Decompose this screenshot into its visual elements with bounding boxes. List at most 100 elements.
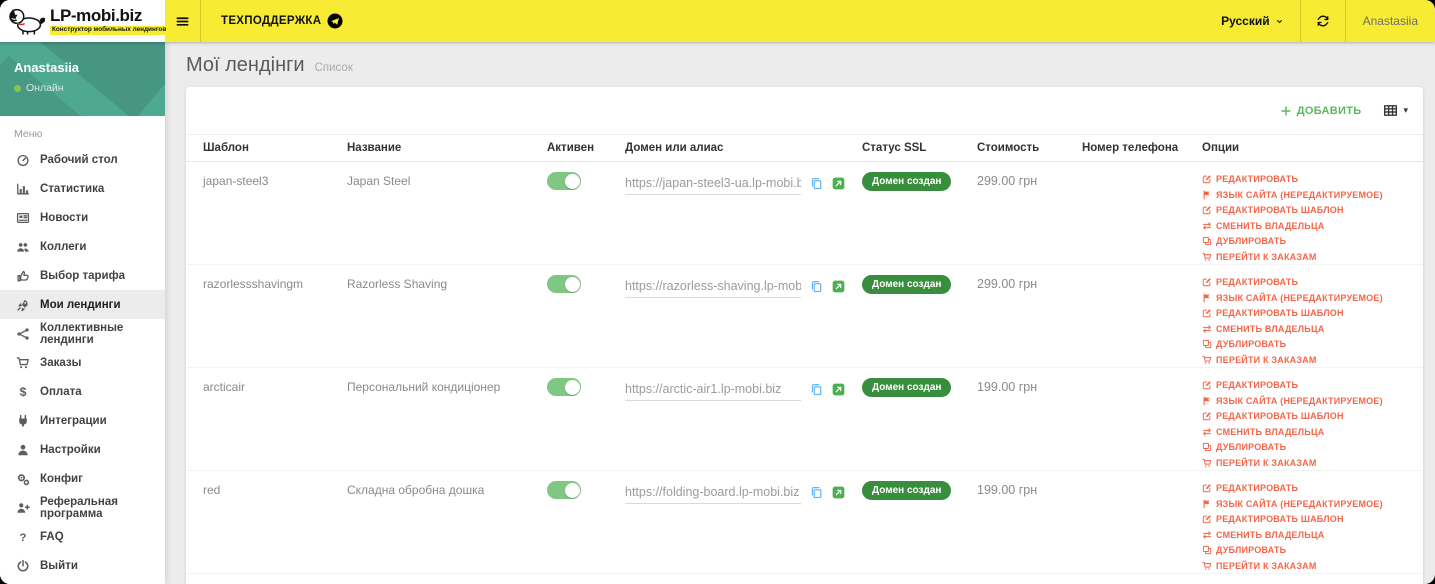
telegram-icon: [327, 13, 343, 29]
sidebar-item-collective-landings[interactable]: Коллективные лендинги: [0, 319, 165, 348]
cart-icon: [1202, 355, 1212, 365]
copy-domain-button[interactable]: [810, 486, 823, 499]
active-toggle[interactable]: [547, 378, 581, 396]
option-link-label: ЯЗЫК САЙТА (НЕРЕДАКТИРУЕМОЕ): [1216, 189, 1383, 200]
option-link[interactable]: СМЕНИТЬ ВЛАДЕЛЬЦА: [1202, 220, 1324, 232]
cell-name: Складна обробна дошка: [347, 483, 485, 497]
option-link[interactable]: РЕДАКТИРОВАТЬ ШАБЛОН: [1202, 307, 1344, 319]
sidebar-item-dashboard[interactable]: Рабочий стол: [0, 145, 165, 174]
option-link[interactable]: ЯЗЫК САЙТА (НЕРЕДАКТИРУЕМОЕ): [1202, 498, 1383, 510]
cell-domain: [621, 368, 858, 470]
open-site-button[interactable]: [832, 177, 845, 190]
option-link[interactable]: СМЕНИТЬ ВЛАДЕЛЬЦА: [1202, 323, 1324, 335]
logo-dog-icon: [7, 6, 45, 36]
refresh-button[interactable]: [1299, 0, 1346, 42]
option-link[interactable]: ЯЗЫК САЙТА (НЕРЕДАКТИРУЕМОЕ): [1202, 292, 1383, 304]
sidebar-item-orders[interactable]: Заказы: [0, 348, 165, 377]
option-link[interactable]: ДУБЛИРОВАТЬ: [1202, 544, 1286, 556]
option-link[interactable]: СМЕНИТЬ ВЛАДЕЛЬЦА: [1202, 426, 1324, 438]
page-subtitle: Список: [314, 62, 353, 74]
add-button-label: ДОБАВИТЬ: [1296, 104, 1362, 117]
table-row: japan-steel3 Japan Steel Домен создан 299.0…: [186, 162, 1423, 265]
sidebar-item-tariff[interactable]: Выбор тарифа: [0, 261, 165, 290]
cell-options: РЕДАКТИРОВАТЬ ЯЗЫК САЙТА (НЕРЕДАКТИРУЕМОЕ…: [1198, 471, 1410, 573]
edit-icon: [1202, 174, 1212, 184]
online-status-label: Онлайн: [26, 82, 64, 94]
copy-domain-button[interactable]: [810, 280, 823, 293]
option-link[interactable]: ЯЗЫК САЙТА (НЕРЕДАКТИРУЕМОЕ): [1202, 189, 1383, 201]
sidebar-item-settings[interactable]: Настройки: [0, 435, 165, 464]
column-header: Шаблон: [203, 142, 249, 154]
sidebar-item-colleagues[interactable]: Коллеги: [0, 232, 165, 261]
duplicate-icon: [1202, 442, 1212, 452]
sidebar-item-my-landings[interactable]: Мои лендинги: [0, 290, 165, 319]
table-header-row: Шаблон Название Активен Домен или алиас Стат…: [186, 134, 1423, 162]
option-link[interactable]: РЕДАКТИРОВАТЬ ШАБЛОН: [1202, 513, 1344, 525]
active-toggle[interactable]: [547, 172, 581, 190]
open-site-button[interactable]: [832, 383, 845, 396]
table-view-button[interactable]: ▾: [1383, 103, 1408, 118]
cell-phone: [1078, 574, 1198, 584]
option-link[interactable]: ПЕРЕЙТИ К ЗАКАЗАМ: [1202, 457, 1317, 469]
caret-down-icon: ▾: [1403, 105, 1408, 115]
active-toggle[interactable]: [547, 481, 581, 499]
add-button[interactable]: ДОБАВИТЬ: [1280, 105, 1362, 117]
open-site-button[interactable]: [832, 486, 845, 499]
option-link[interactable]: РЕДАКТИРОВАТЬ ШАБЛОН: [1202, 410, 1344, 422]
sidebar-item-logout[interactable]: Выйти: [0, 551, 165, 580]
open-site-button[interactable]: [832, 280, 845, 293]
cell-price: 499.00 грн: [973, 574, 1078, 584]
sidebar-item-referral[interactable]: Реферальная программа: [0, 493, 165, 522]
table-body: japan-steel3 Japan Steel Домен создан 299.0…: [186, 162, 1423, 584]
option-link[interactable]: ДУБЛИРОВАТЬ: [1202, 338, 1286, 350]
option-link[interactable]: РЕДАКТИРОВАТЬ: [1202, 276, 1298, 288]
language-selector[interactable]: Русский: [1205, 0, 1300, 42]
option-link[interactable]: СМЕНИТЬ ВЛАДЕЛЬЦА: [1202, 529, 1324, 541]
option-link[interactable]: ЯЗЫК САЙТА (НЕРЕДАКТИРУЕМОЕ): [1202, 395, 1383, 407]
copy-domain-button[interactable]: [810, 383, 823, 396]
option-link[interactable]: ПЕРЕЙТИ К ЗАКАЗАМ: [1202, 251, 1317, 263]
landings-icon: [14, 298, 31, 312]
domain-input[interactable]: [625, 176, 801, 195]
cart-icon: [1202, 252, 1212, 262]
option-link-label: СМЕНИТЬ ВЛАДЕЛЬЦА: [1216, 529, 1325, 540]
copy-domain-button[interactable]: [810, 177, 823, 190]
logo[interactable]: LP-mobi.biz Конструктор мобильных лендин…: [0, 0, 169, 42]
option-link[interactable]: ДУБЛИРОВАТЬ: [1202, 441, 1286, 453]
toggle-knob: [564, 173, 580, 189]
active-toggle[interactable]: [547, 275, 581, 293]
sidebar-item-news[interactable]: Новости: [0, 203, 165, 232]
column-header: Стоимость: [977, 142, 1040, 154]
copy-icon: [810, 177, 823, 190]
sidebar-item-integrations[interactable]: Интеграции: [0, 406, 165, 435]
option-link-label: СМЕНИТЬ ВЛАДЕЛЬЦА: [1216, 426, 1325, 437]
cell-ssl-status: Домен создан: [858, 368, 973, 470]
domain-input[interactable]: [625, 279, 801, 298]
option-link[interactable]: ПЕРЕЙТИ К ЗАКАЗАМ: [1202, 560, 1317, 572]
option-link[interactable]: РЕДАКТИРОВАТЬ: [1202, 482, 1298, 494]
sidebar-item-config[interactable]: Конфиг: [0, 464, 165, 493]
sidebar-toggle-button[interactable]: [165, 0, 201, 42]
option-link-label: ДУБЛИРОВАТЬ: [1216, 442, 1287, 452]
support-button[interactable]: ТЕХПОДДЕРЖКА: [201, 0, 363, 42]
sidebar-item-statistics[interactable]: Статистика: [0, 174, 165, 203]
option-link[interactable]: РЕДАКТИРОВАТЬ: [1202, 379, 1298, 391]
column-header: Активен: [547, 142, 595, 154]
settings-icon: [14, 443, 31, 457]
option-link[interactable]: РЕДАКТИРОВАТЬ ШАБЛОН: [1202, 204, 1344, 216]
toggle-knob: [564, 276, 580, 292]
cell-price: 199.00 грн: [977, 380, 1038, 394]
option-link-label: ДУБЛИРОВАТЬ: [1216, 236, 1287, 246]
header-username[interactable]: Anastasiia: [1362, 14, 1418, 28]
option-link[interactable]: ПЕРЕЙТИ К ЗАКАЗАМ: [1202, 354, 1317, 366]
option-link[interactable]: ДУБЛИРОВАТЬ: [1202, 235, 1286, 247]
cell-template: arcticair: [203, 380, 246, 394]
domain-input[interactable]: [625, 382, 801, 401]
table-row: arcticair Персональний кондиціонер Домен с…: [186, 368, 1423, 471]
top-header: LP-mobi.biz Конструктор мобильных лендин…: [0, 0, 1435, 42]
sidebar-item-faq[interactable]: ? FAQ: [0, 522, 165, 551]
domain-input[interactable]: [625, 485, 801, 504]
option-link[interactable]: РЕДАКТИРОВАТЬ: [1202, 173, 1298, 185]
sidebar-item-payment[interactable]: $ Оплата: [0, 377, 165, 406]
